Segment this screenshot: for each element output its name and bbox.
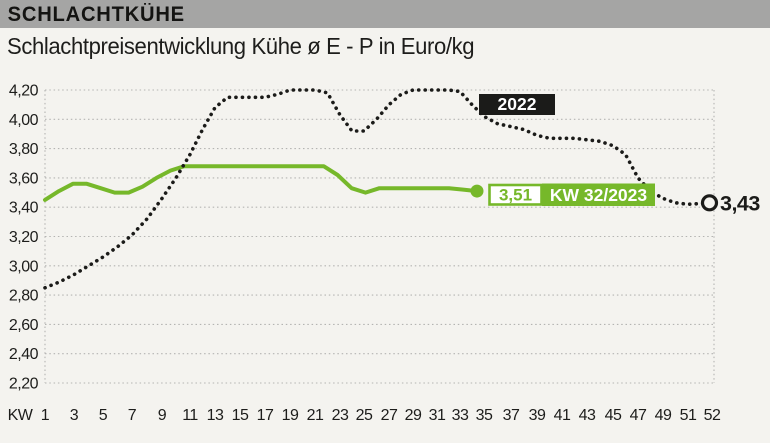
latest-week-box xyxy=(542,183,655,206)
x-tick-label: 3 xyxy=(70,407,79,424)
x-tick-label: 41 xyxy=(554,407,571,424)
latest-week-text: KW 32/2023 xyxy=(550,185,648,205)
y-tick-label: 3,00 xyxy=(9,258,39,275)
y-tick-label: 2,40 xyxy=(9,346,39,363)
x-tick-label: 17 xyxy=(257,407,274,424)
x-tick-label: 39 xyxy=(529,407,546,424)
series-2022-end-circle xyxy=(700,194,719,212)
x-tick-label: 51 xyxy=(680,407,697,424)
end-value-2022-text: 3,43 xyxy=(720,191,760,215)
page-title: SCHLACHTKÜHE xyxy=(7,3,185,26)
series-2023-end-dot xyxy=(470,184,484,198)
x-tick-label: 19 xyxy=(282,407,299,424)
x-tick-label: 15 xyxy=(232,407,249,424)
x-tick-label: 35 xyxy=(476,407,493,424)
y-tick-label: 2,60 xyxy=(9,317,39,334)
x-tick-label: 23 xyxy=(332,407,349,424)
latest-value-text: 3,51 xyxy=(499,186,532,205)
y-tick-label: 3,80 xyxy=(9,141,39,158)
x-tick-label: 33 xyxy=(452,407,469,424)
price-chart: 4,20 4,00 3,80 3,60 3,40 3,20 3,00 2,80 2,60 2,40… xyxy=(8,83,761,425)
x-tick-label: 29 xyxy=(405,407,422,424)
x-tick-label: 13 xyxy=(207,407,224,424)
y-tick-label: 2,20 xyxy=(9,376,39,393)
series-2023-line xyxy=(43,164,479,202)
x-axis-prefix: KW xyxy=(8,407,34,424)
x-tick-label: 49 xyxy=(655,407,672,424)
y-tick-label: 4,20 xyxy=(9,83,39,100)
title-band: SCHLACHTKÜHE xyxy=(0,0,770,28)
x-tick-label: 25 xyxy=(356,407,373,424)
y-tick-label: 3,40 xyxy=(9,200,39,217)
latest-value-box xyxy=(488,183,543,206)
x-tick-label: 52 xyxy=(704,407,721,424)
x-tick-label: 45 xyxy=(605,407,622,424)
chart-subtitle: Schlachtpreisentwicklung Kühe ø E - P in… xyxy=(7,33,475,59)
y-tick-label: 3,20 xyxy=(9,229,39,246)
x-tick-label: 11 xyxy=(182,407,198,424)
x-tick-label: 43 xyxy=(579,407,596,424)
series-2022-line xyxy=(43,88,714,290)
y-tick-label: 4,00 xyxy=(9,112,39,129)
x-tick-label: 9 xyxy=(158,407,167,424)
x-tick-label: 5 xyxy=(99,407,108,424)
x-tick-label: 31 xyxy=(429,407,446,424)
label-2022-box xyxy=(479,94,555,115)
x-tick-label: 27 xyxy=(381,407,398,424)
x-tick-label: 37 xyxy=(503,407,520,424)
x-tick-label: 1 xyxy=(41,407,50,424)
x-tick-label: 7 xyxy=(128,407,137,424)
label-2022-text: 2022 xyxy=(498,94,537,114)
x-tick-label: 47 xyxy=(630,407,647,424)
y-tick-label: 3,60 xyxy=(9,170,39,187)
y-tick-label: 2,80 xyxy=(9,288,39,305)
x-tick-label: 21 xyxy=(307,407,324,424)
